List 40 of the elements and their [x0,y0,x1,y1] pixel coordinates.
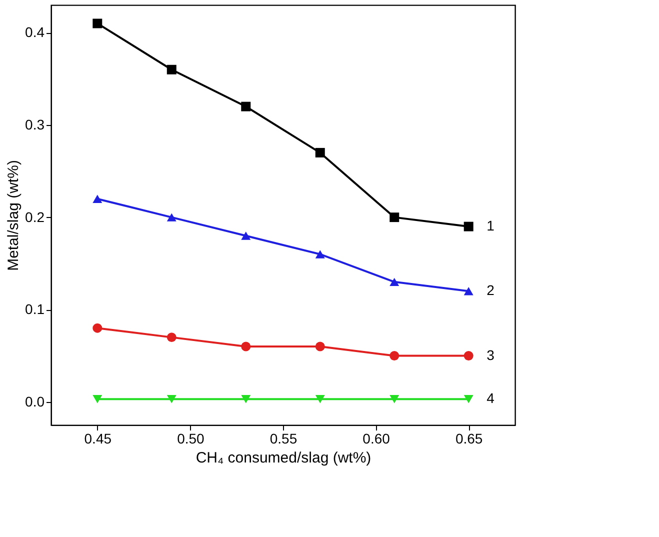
x-tick-label: 0.50 [177,430,205,446]
point [315,148,325,158]
point [241,232,251,240]
point [241,102,251,112]
y-tick-label: 0.3 [25,116,45,132]
point [464,222,474,232]
point [241,395,251,404]
point [315,342,325,352]
point [92,323,102,333]
point [390,395,400,404]
x-axis-title: CH₄ consumed/slag (wt%) [196,450,372,466]
point [166,64,176,74]
x-tick-label: 0.45 [84,430,112,446]
series-label: 4 [486,390,495,406]
point [464,287,474,296]
point [92,18,102,28]
point [390,212,400,222]
point [315,250,325,258]
x-tick-label: 0.60 [362,430,390,446]
point [166,332,176,342]
y-tick-label: 0.0 [25,393,45,410]
point [390,278,400,286]
point [315,395,325,404]
x-tick-label: 0.55 [270,430,298,446]
point [166,395,176,404]
x-tick-label: 0.65 [455,430,483,446]
series-label: 1 [486,218,495,234]
point [464,395,474,404]
point [241,342,251,352]
y-tick-label: 0.4 [25,24,45,40]
y-tick-label: 0.1 [25,301,45,318]
series-label: 3 [486,346,495,363]
y-axis-title: Metal/slag (wt%) [5,160,22,271]
point [92,395,102,404]
y-tick-label: 0.2 [25,208,45,225]
point [166,213,176,222]
series-label: 2 [486,282,495,298]
point [390,351,400,361]
point [464,351,474,361]
point [92,194,102,203]
